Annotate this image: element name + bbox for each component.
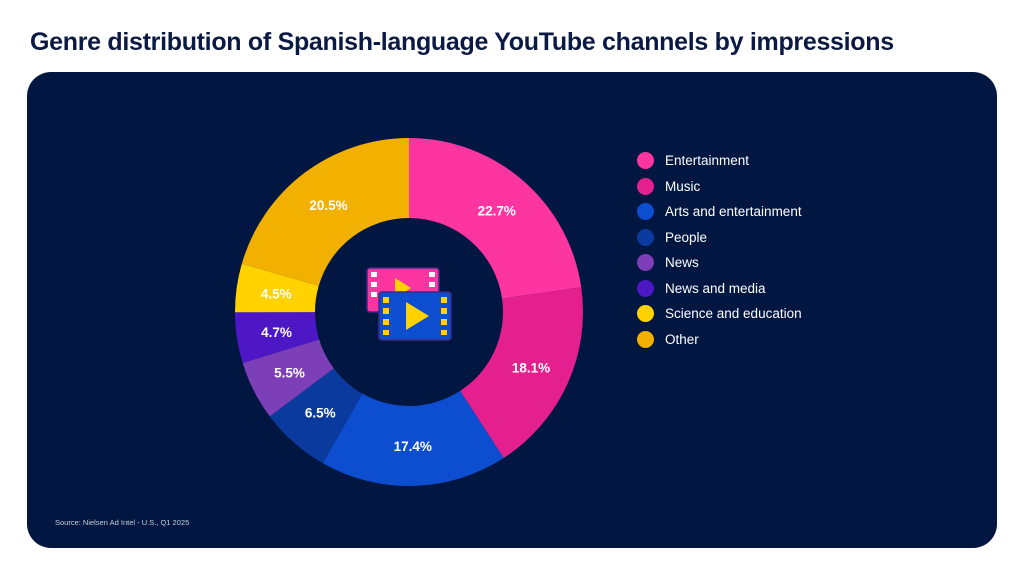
legend-label: News	[665, 255, 699, 271]
slice-value-label: 22.7%	[478, 204, 516, 219]
legend-swatch	[637, 254, 654, 272]
legend-label: Science and education	[665, 306, 802, 322]
slice-value-label: 18.1%	[512, 360, 550, 375]
legend-item: News and media	[637, 276, 802, 302]
source-note: Source: Nielsen Ad Intel - U.S., Q1 2025	[55, 518, 190, 527]
legend-item: News	[637, 250, 802, 276]
donut-slice-arts-and-entertainment	[322, 390, 504, 487]
legend-item: Arts and entertainment	[637, 199, 802, 225]
donut-slice-science-and-education	[235, 263, 319, 313]
chart-panel: 22.7% 18.1% 17.4% 6.5% 5.5% 4.7% 4.5% 20.5%	[27, 72, 997, 548]
donut-slice-news	[242, 339, 334, 417]
legend-swatch	[637, 152, 654, 170]
legend-swatch	[637, 203, 654, 221]
slice-value-label: 20.5%	[309, 198, 347, 213]
donut-slice-news-and-media	[235, 312, 320, 363]
slice-value-label: 17.4%	[394, 439, 432, 454]
donut-slice-other	[241, 138, 409, 286]
slice-value-label: 5.5%	[274, 366, 305, 381]
page-title: Genre distribution of Spanish-language Y…	[30, 28, 894, 56]
legend-item: Music	[637, 174, 802, 200]
donut-chart: 22.7% 18.1% 17.4% 6.5% 5.5% 4.7% 4.5% 20.5%	[235, 138, 583, 487]
donut-slice-music	[460, 287, 583, 458]
legend-item: Entertainment	[637, 148, 802, 174]
legend-item: Science and education	[637, 301, 802, 327]
donut-slice-people	[269, 368, 363, 464]
slice-value-label: 4.7%	[261, 325, 292, 340]
legend-swatch	[637, 305, 654, 323]
legend-item: Other	[637, 327, 802, 353]
legend-swatch	[637, 330, 654, 348]
legend-label: Arts and entertainment	[665, 204, 802, 220]
slice-value-label: 4.5%	[261, 286, 292, 301]
legend-label: Entertainment	[665, 153, 750, 169]
legend-swatch	[637, 177, 654, 195]
legend-label: Other	[665, 331, 699, 347]
slice-value-label: 6.5%	[305, 405, 336, 420]
legend-label: People	[665, 229, 708, 245]
legend-swatch	[637, 279, 654, 297]
film-play-icon	[366, 267, 452, 341]
chart-legend: Entertainment Music Arts and entertainment…	[637, 148, 802, 352]
donut-slice-entertainment	[409, 138, 582, 299]
legend-swatch	[637, 228, 654, 246]
legend-item: People	[637, 225, 802, 251]
legend-label: News and media	[665, 280, 766, 296]
legend-label: Music	[665, 178, 701, 194]
